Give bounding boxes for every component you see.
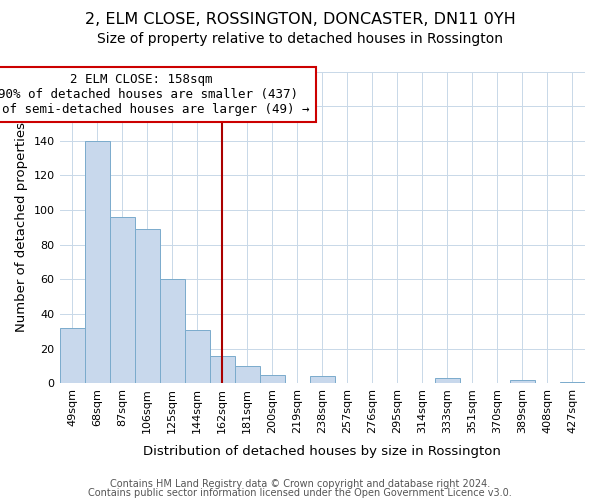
Bar	[435, 378, 460, 384]
Text: Size of property relative to detached houses in Rossington: Size of property relative to detached ho…	[97, 32, 503, 46]
X-axis label: Distribution of detached houses by size in Rossington: Distribution of detached houses by size …	[143, 444, 501, 458]
Y-axis label: Number of detached properties: Number of detached properties	[15, 122, 28, 332]
Bar	[310, 376, 335, 384]
Bar	[59, 328, 85, 384]
Bar	[85, 141, 110, 384]
Bar	[185, 330, 209, 384]
Bar	[260, 374, 285, 384]
Bar	[560, 382, 585, 384]
Text: Contains HM Land Registry data © Crown copyright and database right 2024.: Contains HM Land Registry data © Crown c…	[110, 479, 490, 489]
Text: Contains public sector information licensed under the Open Government Licence v3: Contains public sector information licen…	[88, 488, 512, 498]
Bar	[160, 280, 185, 384]
Text: 2 ELM CLOSE: 158sqm
← 90% of detached houses are smaller (437)
10% of semi-detac: 2 ELM CLOSE: 158sqm ← 90% of detached ho…	[0, 73, 310, 116]
Bar	[209, 356, 235, 384]
Bar	[510, 380, 535, 384]
Bar	[134, 229, 160, 384]
Text: 2, ELM CLOSE, ROSSINGTON, DONCASTER, DN11 0YH: 2, ELM CLOSE, ROSSINGTON, DONCASTER, DN1…	[85, 12, 515, 28]
Bar	[235, 366, 260, 384]
Bar	[110, 217, 134, 384]
